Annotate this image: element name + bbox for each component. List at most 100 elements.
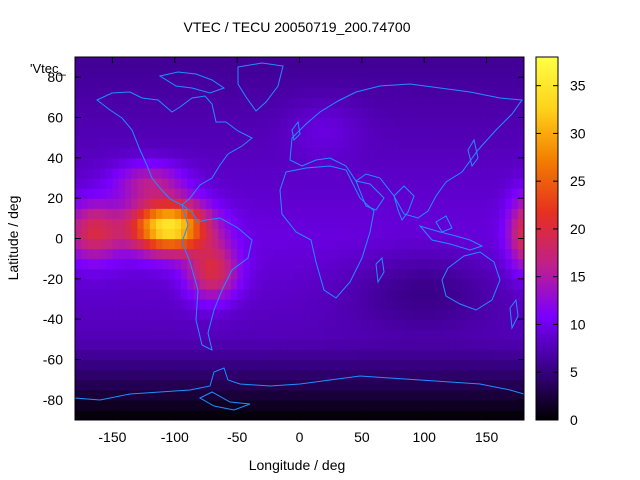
heatmap-cell [380, 238, 388, 250]
heatmap-cell [287, 268, 294, 280]
heatmap-cell [336, 117, 344, 129]
heatmap-cell [218, 107, 226, 119]
heatmap-cell [517, 309, 524, 320]
heatmap-cell [455, 208, 463, 219]
colorbar-tick-label: 30 [570, 125, 586, 141]
heatmap-cell [511, 127, 519, 139]
heatmap-cell [499, 379, 506, 391]
heatmap-cell [237, 117, 244, 129]
heatmap-cell [149, 97, 157, 109]
heatmap-cell [305, 329, 313, 340]
heatmap-cell [81, 278, 89, 290]
coastline-uk [291, 120, 301, 142]
heatmap-cell [486, 258, 494, 270]
heatmap-cell [424, 299, 432, 310]
heatmap-cell [405, 278, 413, 290]
heatmap-cell [168, 369, 176, 381]
heatmap-cell [268, 389, 276, 401]
heatmap-cell [106, 77, 114, 88]
heatmap-cell [380, 147, 388, 159]
heatmap-cell [449, 208, 457, 219]
heatmap-cell [280, 57, 288, 68]
heatmap-cell [424, 178, 432, 189]
heatmap-cell [81, 137, 89, 149]
heatmap-cell [243, 288, 251, 300]
heatmap-cell [393, 278, 400, 290]
heatmap-cell [318, 288, 326, 300]
heatmap-cell [417, 319, 425, 330]
heatmap-cell [124, 147, 132, 159]
heatmap-cell [237, 218, 244, 230]
heatmap-cell [212, 288, 220, 300]
heatmap-cell [118, 137, 126, 149]
heatmap-cell [93, 117, 101, 129]
heatmap-cell [274, 228, 282, 240]
heatmap-cell [449, 278, 457, 290]
heatmap-cell [368, 319, 375, 330]
heatmap-cell [274, 57, 282, 68]
heatmap-cell [449, 309, 457, 320]
heatmap-cell [386, 167, 394, 179]
heatmap-cell [99, 228, 107, 240]
heatmap-cell [486, 309, 494, 320]
heatmap-cell [417, 409, 425, 420]
heatmap-cell [168, 409, 176, 420]
heatmap-cell [255, 238, 263, 250]
heatmap-cell [75, 389, 82, 401]
heatmap-cell [106, 228, 114, 240]
heatmap-cell [430, 218, 438, 230]
heatmap-cell [480, 188, 488, 199]
heatmap-cell [368, 369, 375, 381]
heatmap-cell [174, 228, 182, 240]
heatmap-cell [137, 167, 145, 179]
heatmap-cell [305, 349, 313, 361]
heatmap-cell [81, 409, 89, 420]
heatmap-cell [174, 369, 182, 381]
heatmap-cell [143, 389, 151, 401]
heatmap-cell [106, 157, 114, 169]
heatmap-cell [87, 238, 95, 250]
heatmap-cell [199, 188, 207, 199]
heatmap-cell [75, 117, 82, 129]
heatmap-cell [174, 188, 182, 199]
heatmap-cell [492, 208, 500, 219]
heatmap-cell [280, 157, 288, 169]
heatmap-cell [467, 218, 475, 230]
heatmap-cell [255, 188, 263, 199]
heatmap-cell [156, 319, 163, 330]
heatmap-cell [349, 268, 357, 280]
heatmap-cell [399, 288, 407, 300]
heatmap-cell [305, 238, 313, 250]
heatmap-cell [149, 228, 157, 240]
heatmap-cell [293, 137, 301, 149]
heatmap-cell [517, 87, 524, 98]
heatmap-cell [243, 147, 251, 159]
heatmap-cell [193, 248, 201, 260]
heatmap-cell [268, 339, 276, 351]
heatmap-cell [224, 137, 232, 149]
heatmap-cell [205, 107, 213, 119]
heatmap-cell [499, 319, 506, 330]
heatmap-cell [405, 77, 413, 88]
heatmap-cell [517, 268, 524, 280]
heatmap-cell [230, 228, 238, 240]
heatmap-cell [181, 127, 188, 139]
heatmap-cell [131, 379, 138, 391]
heatmap-cell [343, 178, 350, 189]
heatmap-cell [474, 369, 481, 381]
heatmap-cell [106, 248, 114, 260]
heatmap-cell [318, 57, 326, 68]
heatmap-cell [174, 57, 182, 68]
heatmap-cell [417, 208, 425, 219]
heatmap-cell [336, 208, 344, 219]
heatmap-cell [193, 188, 201, 199]
heatmap-cell [336, 198, 344, 209]
heatmap-cell [492, 218, 500, 230]
heatmap-cell [243, 87, 251, 98]
heatmap-cell [368, 57, 375, 68]
heatmap-cell [492, 97, 500, 109]
heatmap-cell [480, 167, 488, 179]
heatmap-cell [230, 67, 238, 78]
heatmap-cell [99, 107, 107, 119]
heatmap-cell [386, 77, 394, 88]
